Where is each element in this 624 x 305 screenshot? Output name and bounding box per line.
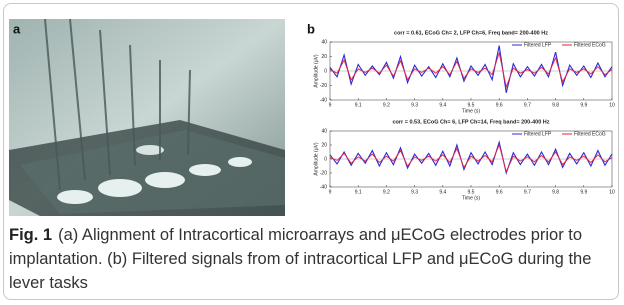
page: {"figure": {"panel_labels": ["a", "b"], … — [0, 0, 624, 305]
legend-label: Filtered ECoG — [574, 42, 606, 48]
caption-text: (a) Alignment of Intracortical microarra… — [9, 226, 591, 292]
x-tick-label: 9.6 — [496, 102, 503, 108]
x-tick-label: 9.3 — [411, 102, 418, 108]
y-tick-label: -20 — [320, 170, 327, 176]
legend-label: Filtered LFP — [524, 42, 552, 48]
x-tick-label: 9.2 — [383, 102, 390, 108]
panel-label: a — [13, 21, 21, 36]
chart-title: corr = 0.53, ECoG Ch= 6, LFP Ch=14, Freq… — [392, 119, 549, 125]
y-tick-label: 20 — [321, 142, 327, 148]
x-tick-label: 9.9 — [580, 189, 587, 195]
x-tick-label: 9.9 — [580, 102, 587, 108]
y-tick-label: 0 — [324, 156, 327, 162]
x-axis-label: Time (s) — [462, 108, 480, 114]
x-tick-label: 9.4 — [439, 189, 446, 195]
legend-label: Filtered ECoG — [574, 131, 606, 137]
y-tick-label: 20 — [321, 54, 327, 60]
panel-label: b — [307, 21, 315, 36]
y-tick-label: -40 — [320, 97, 327, 103]
photo — [9, 19, 285, 216]
x-axis-label: Time (s) — [462, 195, 480, 201]
y-tick-label: -40 — [320, 184, 327, 190]
x-tick-label: 9.2 — [383, 189, 390, 195]
x-tick-label: 9.6 — [496, 189, 503, 195]
x-tick-label: 9.7 — [524, 189, 531, 195]
chart-title: corr = 0.61, ECoG Ch= 2, LFP Ch=6, Freq … — [394, 30, 548, 36]
figure: a b corr = 0.61, ECoG Ch= 2, LFP Ch=6, F… — [0, 0, 624, 222]
y-axis-label: Amplitude (μV) — [313, 54, 319, 88]
y-tick-label: 40 — [321, 39, 327, 45]
caption: Fig. 1(a) Alignment of Intracortical mic… — [9, 223, 613, 295]
x-tick-label: 9.7 — [524, 102, 531, 108]
x-tick-label: 9.8 — [552, 189, 559, 195]
y-axis-label: Amplitude (μV) — [313, 142, 319, 176]
x-tick-label: 9.8 — [552, 102, 559, 108]
x-tick-label: 9.3 — [411, 189, 418, 195]
x-tick-label: 9.1 — [355, 189, 362, 195]
x-tick-label: 9.1 — [355, 102, 362, 108]
x-tick-label: 9 — [329, 102, 332, 108]
x-tick-label: 10 — [609, 102, 615, 108]
y-tick-label: 40 — [321, 128, 327, 134]
legend-label: Filtered LFP — [524, 131, 552, 137]
x-tick-label: 9 — [329, 189, 332, 195]
caption-label: Fig. 1 — [9, 226, 52, 244]
x-tick-label: 10 — [609, 189, 615, 195]
x-tick-label: 9.4 — [439, 102, 446, 108]
y-tick-label: 0 — [324, 68, 327, 74]
y-tick-label: -20 — [320, 83, 327, 89]
